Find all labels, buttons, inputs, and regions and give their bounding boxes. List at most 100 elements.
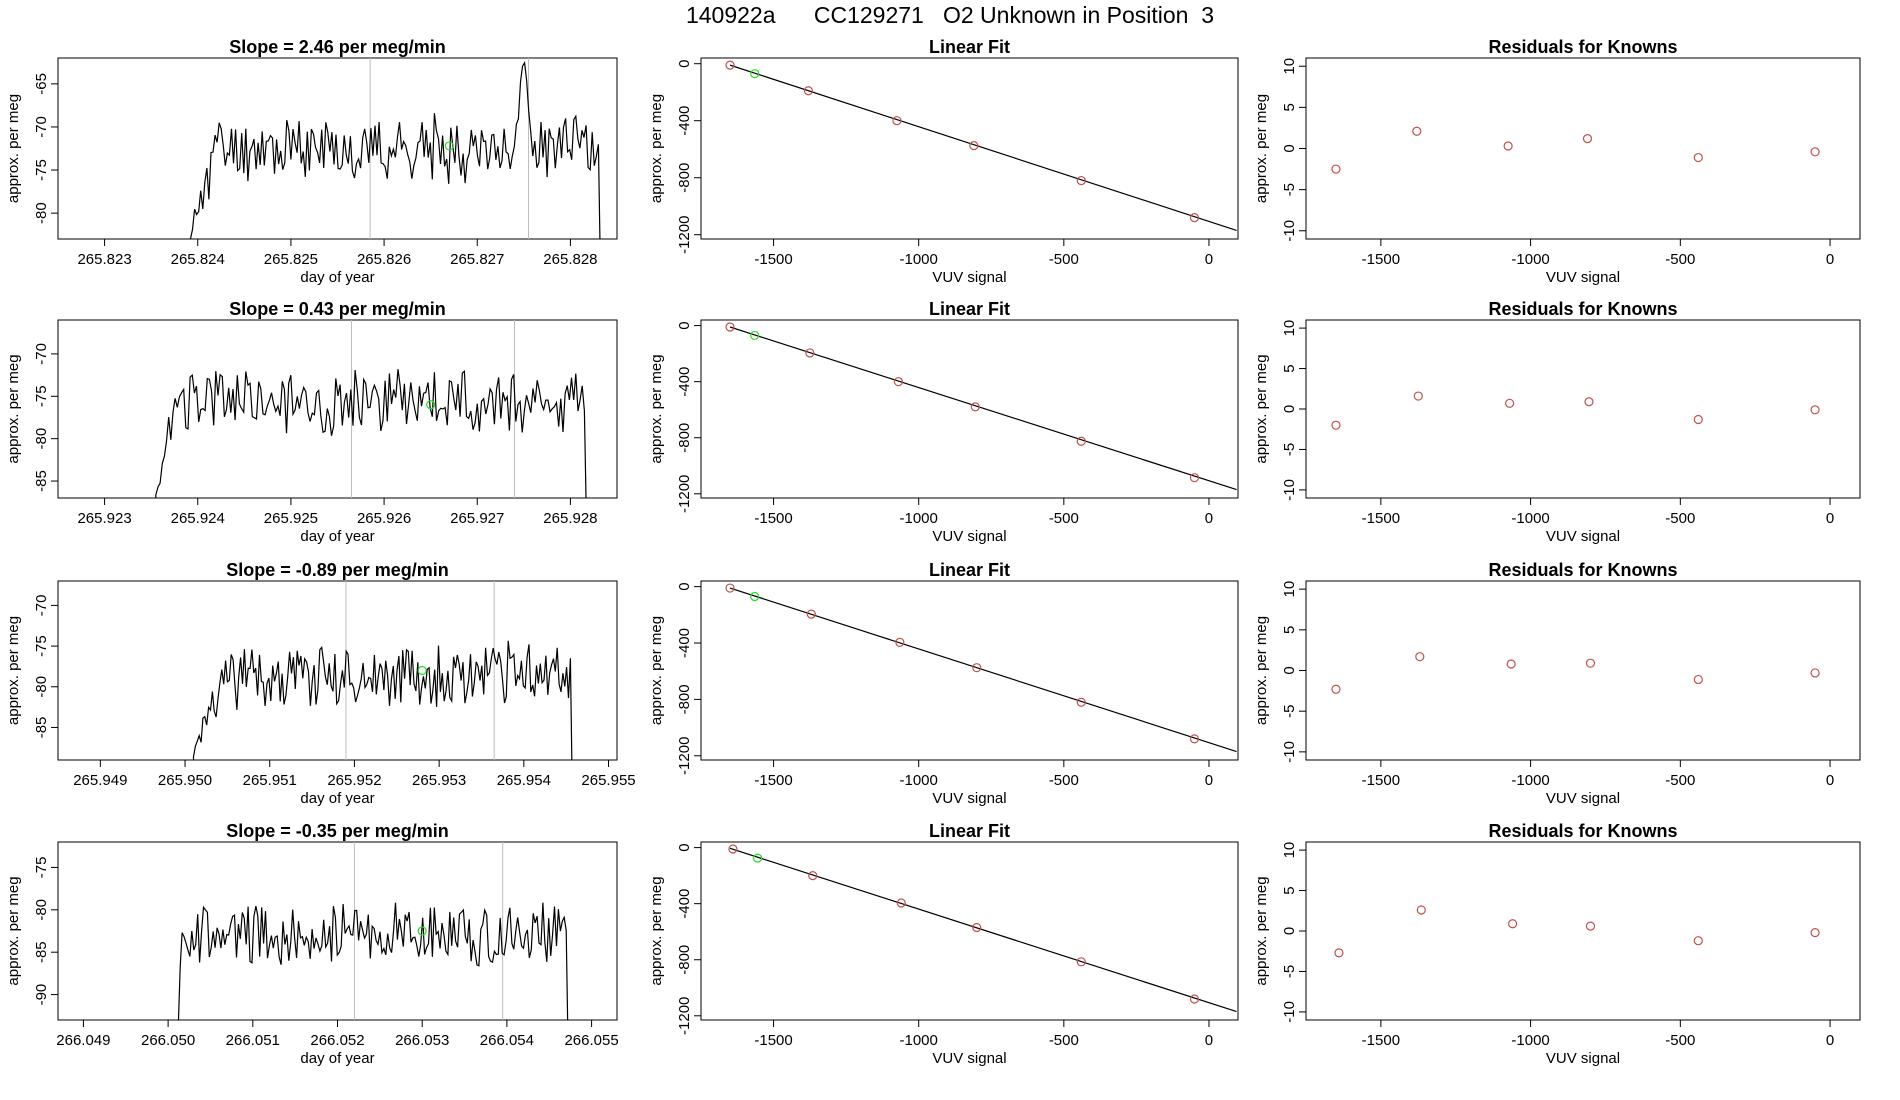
plot-frame	[700, 841, 1239, 1021]
plot-frame	[1305, 57, 1861, 240]
fit-line	[729, 326, 1237, 491]
y-axis-label: approx. per meg	[1253, 94, 1270, 203]
y-tick-label: -80	[33, 676, 50, 698]
y-tick-label: -800	[676, 423, 693, 453]
x-tick-label: 266.053	[395, 1032, 449, 1049]
plot-frame	[1305, 319, 1861, 499]
y-tick-label: -75	[33, 159, 50, 181]
plot-data	[725, 322, 1237, 491]
y-axis-label: approx. per meg	[648, 354, 665, 463]
y-tick-label: -70	[33, 116, 50, 138]
y-axis-label: approx. per meg	[5, 876, 22, 985]
plot-frame	[57, 841, 618, 1021]
plot-frame	[57, 319, 618, 499]
y-axis-label: approx. per meg	[1253, 616, 1270, 725]
y-axis-label: approx. per meg	[1253, 876, 1270, 985]
x-tick-label: 265.827	[450, 251, 504, 268]
x-tick-label: 265.927	[450, 510, 504, 527]
x-tick-label: 0	[1826, 1032, 1834, 1049]
residual-point	[1810, 668, 1820, 678]
x-axis-label: day of year	[300, 1050, 374, 1067]
known-point	[725, 322, 735, 332]
chart-title: Slope = 0.43 per meg/min	[229, 299, 446, 319]
x-tick-label: 265.824	[171, 251, 225, 268]
x-axis-label: day of year	[300, 269, 374, 286]
y-axis-label: approx. per meg	[648, 616, 665, 725]
known-point	[1189, 213, 1200, 223]
y-tick-label: 10	[1281, 320, 1298, 337]
y-tick-label: 10	[1281, 58, 1298, 75]
chart-title: Residuals for Knowns	[1488, 821, 1677, 841]
known-point	[1189, 994, 1200, 1004]
plot-frame	[1305, 841, 1861, 1021]
x-tick-label: 265.954	[497, 772, 551, 789]
y-tick-label: 0	[1281, 405, 1298, 413]
known-point	[895, 637, 905, 647]
x-tick-label: 266.052	[310, 1032, 364, 1049]
x-axis-label: VUV signal	[932, 528, 1006, 545]
y-tick-label: -5	[1281, 183, 1298, 196]
y-tick-label: 5	[1281, 886, 1298, 894]
y-tick-label: 0	[676, 582, 693, 590]
plot-data	[1331, 652, 1820, 694]
chart-title: Residuals for Knowns	[1488, 560, 1677, 580]
plot-data	[1334, 905, 1820, 958]
residual-point	[1415, 652, 1425, 662]
signal-trace-line	[177, 902, 569, 1020]
known-point	[1189, 473, 1200, 483]
y-tick-label: 10	[1281, 581, 1298, 598]
unknown-mean-marker	[444, 141, 454, 151]
known-point	[728, 844, 738, 854]
signal-trace-line	[155, 369, 587, 498]
y-tick-label: -10	[1281, 220, 1298, 242]
y-tick-label: -800	[676, 945, 693, 975]
y-axis-label: approx. per meg	[1253, 354, 1270, 463]
x-tick-label: -1500	[754, 1032, 792, 1049]
chart-title: Slope = -0.89 per meg/min	[226, 560, 449, 580]
plot-frame	[700, 580, 1239, 761]
residual-point	[1413, 391, 1423, 401]
y-tick-label: -1200	[676, 997, 693, 1035]
residual-point	[1810, 928, 1820, 938]
chart-title: Linear Fit	[929, 299, 1010, 319]
x-tick-label: 265.924	[171, 510, 225, 527]
known-point	[1076, 436, 1086, 446]
x-tick-label: 0	[1205, 1032, 1213, 1049]
x-axis-label: VUV signal	[1546, 1050, 1620, 1067]
residual-point	[1331, 420, 1341, 430]
x-tick-label: 0	[1826, 251, 1834, 268]
y-tick-label: -400	[676, 367, 693, 397]
plot-data	[155, 320, 587, 498]
x-axis-label: VUV signal	[1546, 790, 1620, 807]
y-tick-label: -75	[33, 635, 50, 657]
plot-frame	[57, 580, 618, 761]
known-point	[725, 583, 735, 593]
known-point	[969, 141, 979, 151]
y-tick-label: -800	[676, 684, 693, 714]
residual-point	[1331, 164, 1341, 174]
chart-linear-fit-row-4: Linear Fit -1500 -1000 -500 0 VUV signal 0 -400…	[648, 821, 1239, 1067]
residual-point	[1693, 674, 1703, 685]
known-point	[972, 922, 982, 933]
x-tick-label: -500	[1665, 251, 1695, 268]
x-tick-label: 265.950	[158, 772, 212, 789]
residual-point	[1331, 684, 1341, 694]
x-tick-label: -1500	[1362, 772, 1400, 789]
chart-linear-fit-row-3: Linear Fit -1500 -1000 -500 0 VUV signal 0 -400…	[648, 560, 1239, 807]
known-point	[893, 377, 903, 387]
x-tick-label: -1000	[900, 251, 938, 268]
x-tick-label: 266.049	[56, 1032, 110, 1049]
known-point	[892, 116, 902, 126]
chart-title: Slope = 2.46 per meg/min	[229, 37, 446, 57]
chart-time-series-row-2: Slope = 0.43 per meg/min 265.923 265.924 26…	[5, 299, 618, 545]
x-tick-label: 0	[1205, 510, 1213, 527]
x-axis-label: day of year	[300, 528, 374, 545]
known-point	[1076, 697, 1086, 707]
x-tick-label: -1500	[1362, 1032, 1400, 1049]
chart-title: Residuals for Knowns	[1488, 37, 1677, 57]
residual-point	[1693, 414, 1703, 425]
residual-point	[1334, 948, 1344, 958]
residual-point	[1412, 126, 1422, 136]
x-tick-label: -500	[1049, 772, 1079, 789]
